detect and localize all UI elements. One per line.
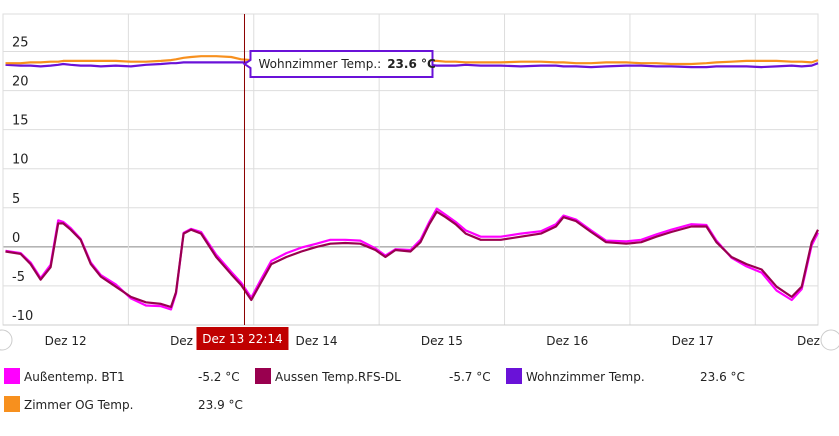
x-tick-label: Dez 17 — [672, 334, 714, 348]
x-tick-label: Dez 14 — [295, 334, 337, 348]
legend-label[interactable]: Wohnzimmer Temp. — [526, 370, 645, 384]
legend-swatch[interactable] — [506, 368, 522, 384]
y-tick-label: -10 — [12, 309, 33, 324]
y-tick-label: 0 — [12, 231, 20, 246]
y-tick-label: 5 — [12, 192, 20, 207]
y-tick-label: 15 — [12, 114, 29, 129]
legend-value: 23.6 °C — [700, 370, 745, 384]
legend-swatch[interactable] — [4, 368, 20, 384]
legend-swatch[interactable] — [4, 396, 20, 412]
legend-value: -5.7 °C — [449, 370, 491, 384]
tooltip-series: Wohnzimmer Temp.: — [258, 57, 381, 71]
y-tick-label: -5 — [12, 270, 25, 285]
y-tick-label: 20 — [12, 75, 29, 90]
legend-label[interactable]: Aussen Temp.RFS-DL — [275, 370, 401, 384]
scroll-handle[interactable] — [820, 329, 839, 351]
x-tick-label: Dez 15 — [421, 334, 463, 348]
legend-label[interactable]: Zimmer OG Temp. — [24, 398, 133, 412]
tooltip-value: 23.6 °C — [387, 57, 436, 71]
legend: Außentemp. BT1 -5.2 °C Aussen Temp.RFS-DL -… — [4, 368, 745, 412]
series-line — [5, 210, 819, 309]
tooltip-text: Wohnzimmer Temp.: 23.6 °C — [258, 57, 435, 71]
scroll-handle[interactable] — [0, 329, 13, 351]
crosshair-label: Dez 13 22:14 — [202, 332, 282, 346]
x-tick-label: Dez 12 — [45, 334, 87, 348]
tooltip-box — [242, 50, 434, 78]
legend-value: -5.2 °C — [198, 370, 240, 384]
crosshair-label-box — [196, 327, 289, 350]
legend-label[interactable]: Außentemp. BT1 — [24, 370, 125, 384]
y-tick-label: 10 — [12, 153, 29, 168]
y-tick-label: 25 — [12, 36, 29, 51]
legend-swatch[interactable] — [255, 368, 271, 384]
legend-value: 23.9 °C — [198, 398, 243, 412]
x-tick-label: Dez 16 — [546, 334, 588, 348]
series-line — [5, 207, 819, 311]
